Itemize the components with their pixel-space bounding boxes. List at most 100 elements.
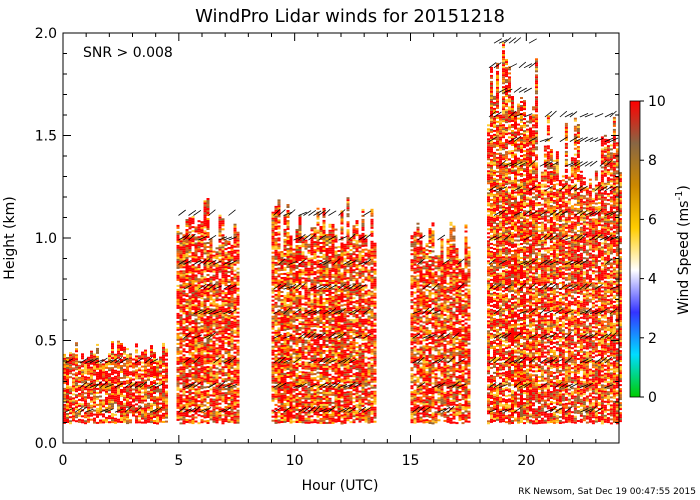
wind-speed-cell [319,282,323,284]
wind-speed-cell [182,354,186,357]
wind-speed-cell [310,287,314,290]
wind-speed-cell [292,286,296,289]
wind-speed-cell [304,357,308,360]
wind-speed-cell [271,231,275,234]
wind-speed-cell [203,216,207,219]
wind-speed-cell [316,367,320,370]
wind-speed-cell [277,291,281,294]
wind-speed-cell [328,239,332,242]
wind-speed-cell [87,390,90,393]
wind-speed-cell [203,378,207,381]
wind-speed-cell [298,241,302,243]
wind-speed-cell [349,319,353,322]
wind-speed-cell [188,275,192,278]
wind-speed-cell [277,281,281,284]
wind-speed-cell [307,245,311,248]
wind-speed-cell [218,332,222,335]
wind-speed-cell [162,390,165,393]
wind-speed-cell [310,329,314,332]
wind-speed-cell [75,404,78,407]
wind-speed-cell [176,290,180,293]
wind-speed-cell [334,406,338,409]
wind-speed-cell [218,258,222,261]
wind-speed-cell [292,338,296,341]
wind-speed-cell [343,257,347,260]
wind-speed-cell [129,365,132,368]
wind-speed-cell [197,302,201,305]
wind-speed-cell [185,287,189,289]
wind-speed-cell [162,346,165,349]
wind-speed-cell [200,377,204,380]
wind-speed-cell [156,408,159,411]
wind-speed-cell [162,380,165,383]
wind-speed-cell [292,380,296,383]
wind-speed-cell [179,298,183,301]
wind-speed-cell [138,391,141,394]
wind-speed-cell [307,321,311,324]
wind-speed-cell [162,420,165,423]
wind-speed-cell [221,228,225,231]
wind-speed-cell [191,388,195,391]
wind-speed-cell [218,390,222,393]
wind-speed-cell [340,244,344,247]
wind-speed-cell [206,264,210,266]
wind-speed-cell [194,390,198,393]
wind-speed-cell [230,290,234,293]
wind-speed-cell [236,405,240,408]
wind-speed-cell [194,250,198,253]
wind-speed-cell [325,364,329,366]
wind-speed-cell [343,387,347,390]
wind-speed-cell [224,330,228,333]
wind-speed-cell [185,247,189,249]
wind-speed-cell [72,369,75,372]
wind-speed-cell [126,376,129,379]
wind-speed-cell [185,373,189,375]
wind-speed-cell [153,410,156,412]
wind-speed-cell [316,357,320,360]
wind-speed-cell [75,342,78,345]
wind-speed-cell [283,302,287,305]
wind-speed-cell [120,419,123,421]
wind-speed-cell [75,356,78,359]
wind-speed-cell [337,352,341,354]
wind-speed-cell [105,364,108,367]
wind-speed-cell [153,404,156,406]
wind-speed-cell [316,289,320,292]
wind-speed-cell [295,403,299,405]
wind-speed-cell [319,354,323,356]
wind-speed-cell [78,384,81,387]
wind-speed-cell [147,372,150,375]
wind-speed-cell [343,323,347,326]
wind-speed-cell [289,305,293,308]
wind-speed-cell [212,286,216,289]
wind-speed-cell [316,239,320,242]
wind-speed-cell [212,290,216,293]
wind-speed-cell [156,406,159,409]
wind-speed-cell [69,352,72,355]
wind-speed-cell [319,300,323,302]
wind-speed-cell [123,348,126,351]
wind-speed-cell [120,421,123,423]
wind-speed-cell [283,334,287,337]
wind-speed-cell [138,355,141,358]
wind-speed-cell [72,407,75,410]
wind-speed-cell [286,326,290,328]
wind-speed-cell [346,289,350,292]
wind-speed-cell [75,396,78,399]
wind-speed-cell [346,251,350,254]
wind-speed-cell [349,369,353,372]
wind-speed-cell [331,269,335,272]
wind-speed-cell [87,396,90,399]
wind-speed-cell [176,256,180,259]
wind-speed-cell [209,248,213,251]
wind-speed-cell [304,245,308,248]
wind-speed-cell [90,384,93,387]
wind-speed-cell [319,308,323,310]
wind-speed-cell [197,376,201,379]
wind-speed-cell [295,257,299,259]
wind-speed-cell [144,357,147,360]
wind-speed-cell [179,286,183,289]
wind-speed-cell [274,219,278,222]
wind-speed-cell [352,225,356,228]
wind-speed-cell [191,416,195,419]
